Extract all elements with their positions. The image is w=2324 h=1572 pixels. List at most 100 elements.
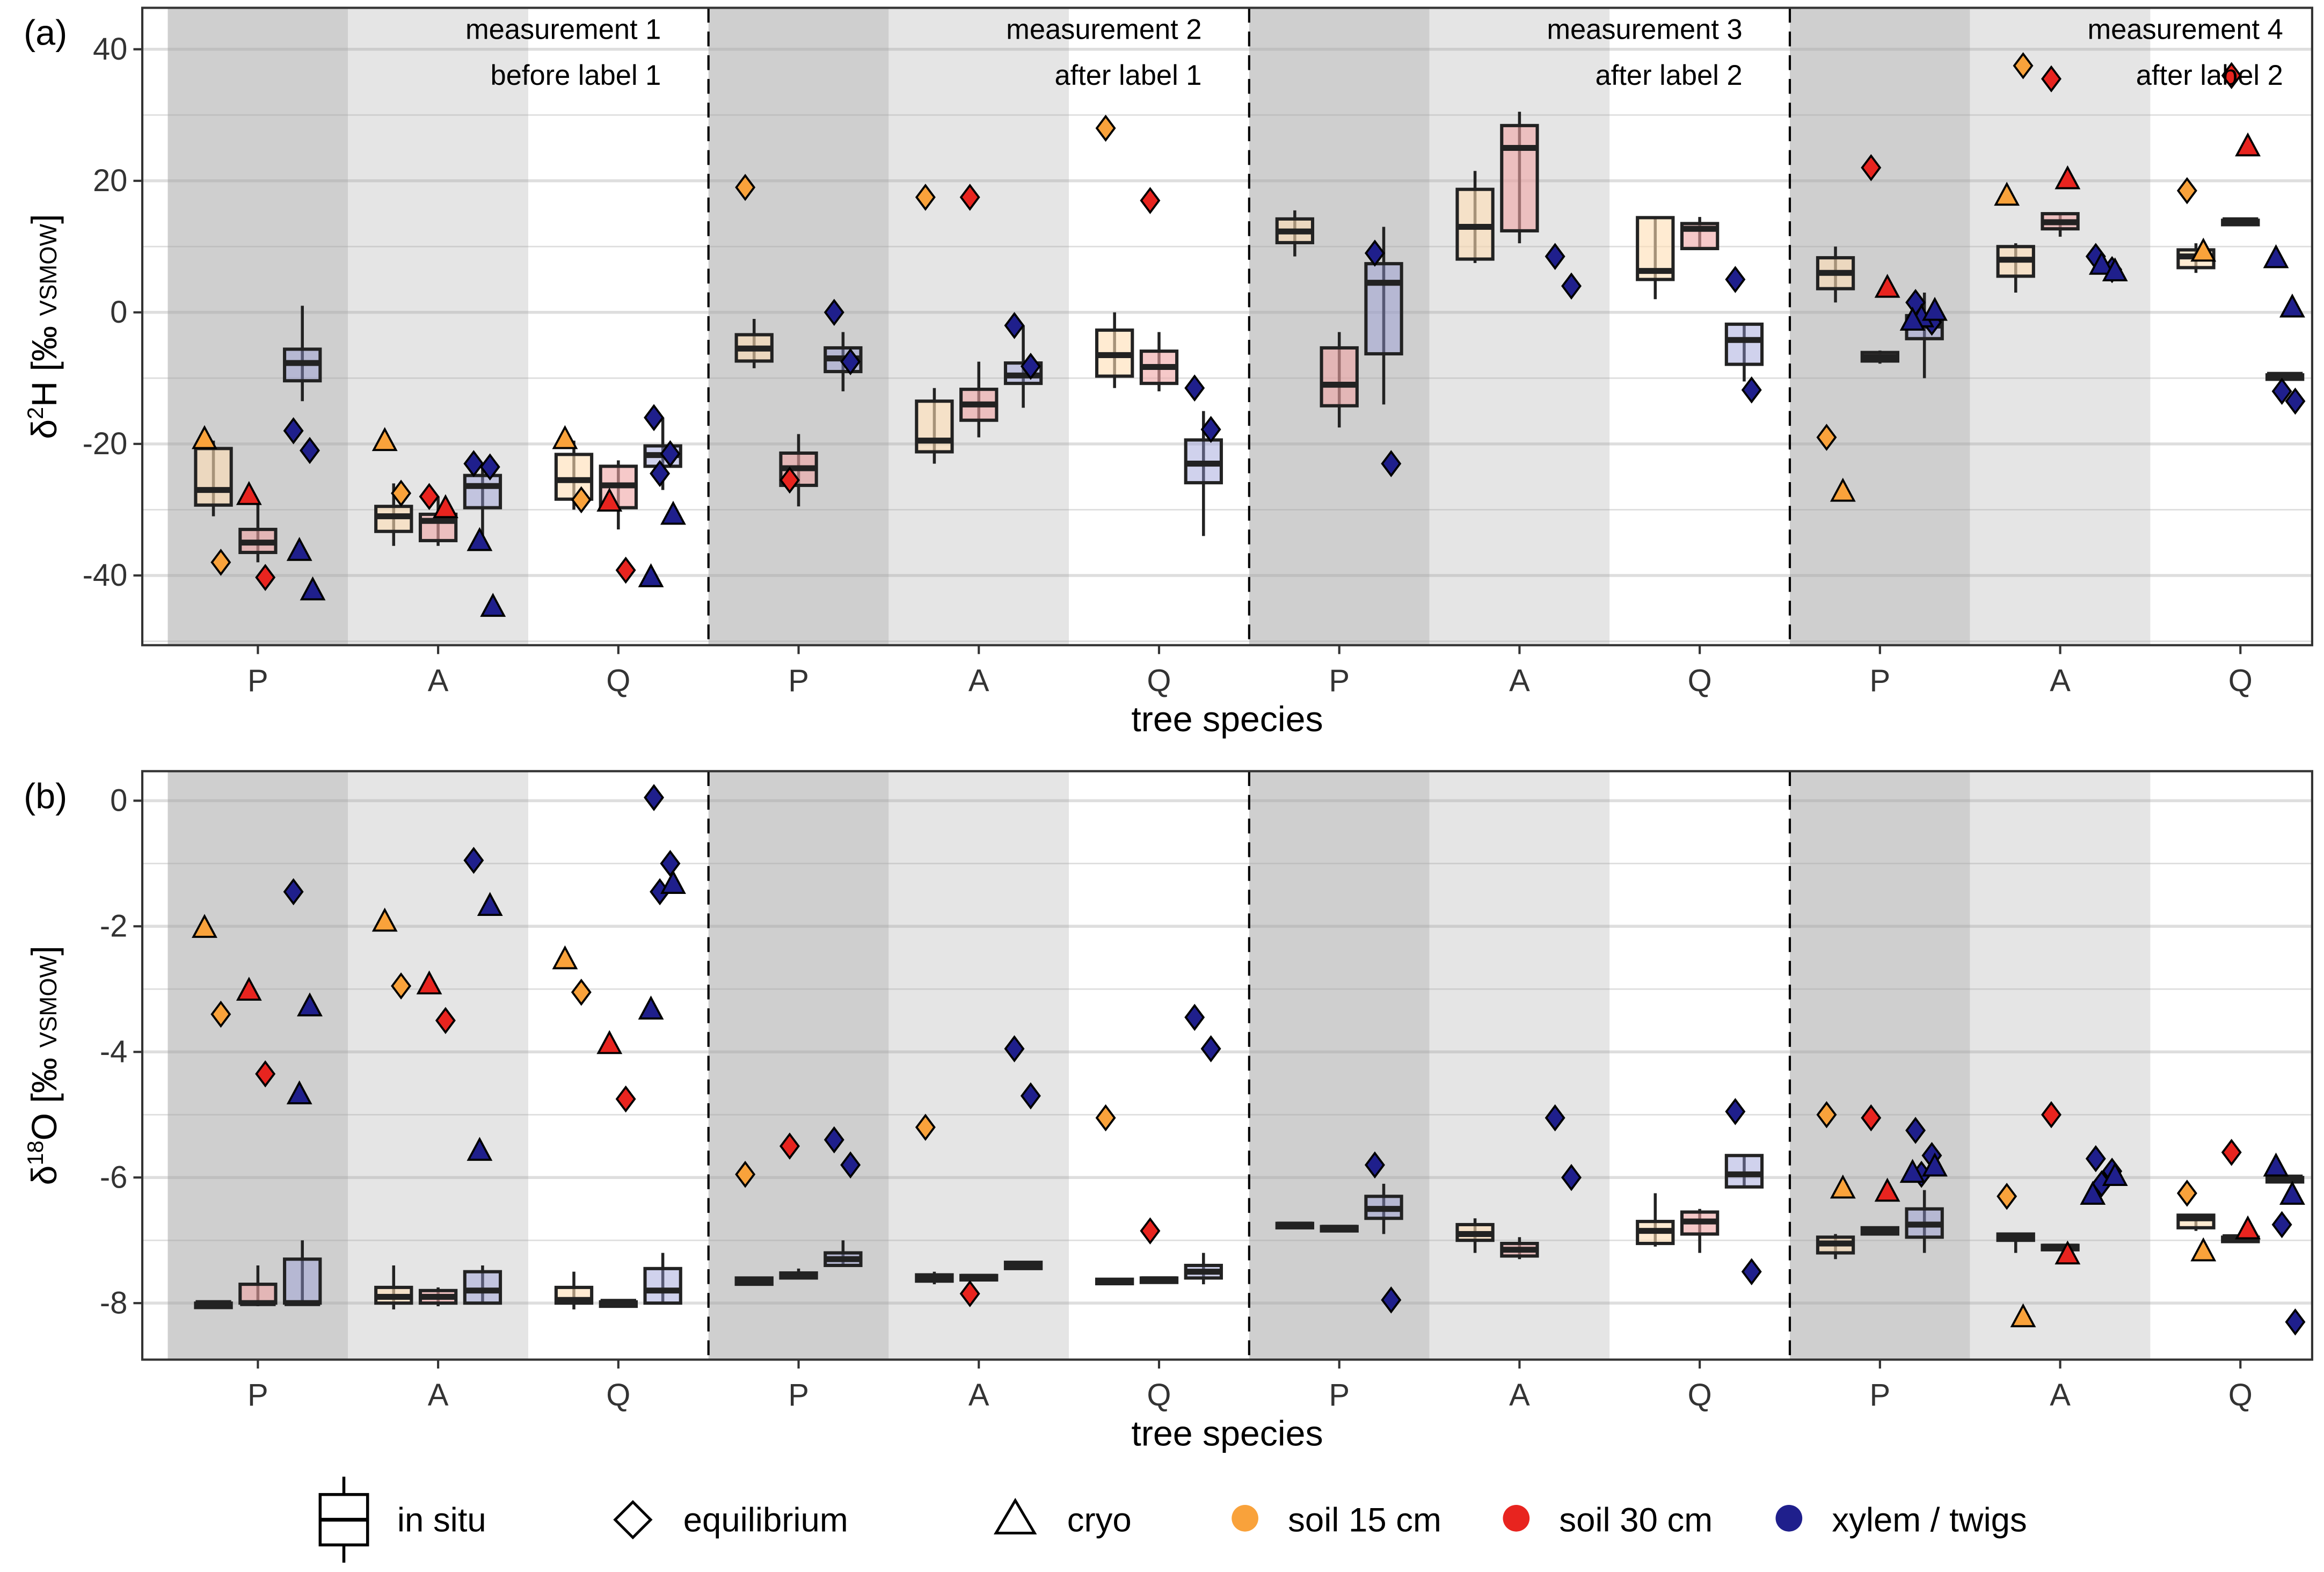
point-cryo-soil30 — [416, 970, 442, 995]
box-xylem — [283, 1257, 322, 1305]
point-cryo-xylem — [2263, 244, 2289, 268]
point-cryo-xylem — [638, 563, 664, 587]
y-title-part: O [ — [25, 1093, 64, 1140]
point-cryo-soil15 — [552, 425, 578, 449]
point-cryo-soil15 — [371, 427, 398, 452]
measurement-label: measurement 2 — [1006, 14, 1201, 46]
label-status: after label 1 — [1054, 60, 1201, 91]
point-cryo-soil15 — [1994, 181, 2020, 206]
point-cryo-xylem — [297, 992, 323, 1017]
point-equilibrium-xylem — [660, 850, 681, 877]
group-Q — [552, 784, 686, 1309]
group-P — [1275, 1151, 1403, 1314]
point-equilibrium-soil15 — [735, 1161, 756, 1188]
x-tick-label: A — [2050, 1378, 2071, 1413]
point-cryo-soil30 — [1874, 273, 1900, 298]
point-cryo-soil15 — [192, 425, 217, 449]
point-cryo-xylem — [300, 576, 326, 601]
point-equilibrium-soil30 — [255, 1060, 276, 1088]
point-cryo-soil15 — [1830, 477, 1856, 502]
group-P — [1275, 210, 1403, 477]
band-A — [348, 8, 528, 645]
point-equilibrium-xylem — [479, 453, 500, 481]
point-equilibrium-soil15 — [210, 1000, 231, 1028]
group-A — [371, 427, 506, 617]
point-cryo-soil15 — [1830, 1174, 1856, 1199]
point-equilibrium-xylem — [283, 417, 304, 445]
box-xylem — [1724, 322, 1764, 366]
point-cryo-xylem — [2080, 1181, 2106, 1205]
point-equilibrium-soil15 — [571, 486, 592, 514]
legend-label: soil 15 cm — [1288, 1502, 1441, 1539]
x-tick-label: P — [788, 1378, 809, 1413]
point-cryo-xylem — [286, 1080, 312, 1104]
point-equilibrium-soil15 — [1095, 114, 1116, 142]
point-cryo-xylem — [2088, 251, 2115, 275]
y-title-part: ] — [25, 945, 64, 955]
band-A — [888, 8, 1069, 645]
box-soil15 — [915, 399, 954, 454]
group-Q — [2176, 62, 2306, 415]
x-tick-label: A — [1509, 664, 1530, 698]
band-Q — [1069, 8, 1249, 645]
x-tick-label: Q — [1147, 664, 1171, 698]
point-cryo-soil30 — [2235, 132, 2261, 157]
point-equilibrium-soil30 — [435, 1007, 456, 1035]
point-equilibrium-soil15 — [2013, 52, 2034, 79]
group-P — [1816, 154, 1948, 502]
x-tick-label: P — [1329, 1378, 1350, 1413]
point-equilibrium-soil15 — [571, 978, 592, 1006]
plot-border — [141, 770, 2313, 1361]
box-soil15 — [554, 453, 594, 501]
point-equilibrium-xylem — [1741, 376, 1762, 404]
group-A — [915, 184, 1043, 464]
group-P — [1816, 1101, 1948, 1260]
point-equilibrium-soil30 — [615, 1085, 636, 1113]
y-title-part: VSMOW — [35, 224, 62, 316]
legend-label: cryo — [1067, 1502, 1132, 1539]
point-equilibrium-xylem — [1381, 1286, 1402, 1314]
y-tick-label: 40 — [93, 32, 127, 67]
point-equilibrium-xylem — [1004, 311, 1025, 339]
band-A — [1429, 8, 1610, 645]
label-status: after label 2 — [1596, 60, 1743, 91]
group-Q — [2176, 1139, 2306, 1336]
group-Q — [1095, 114, 1223, 536]
point-cryo-xylem — [660, 500, 686, 525]
x-tick-label: P — [788, 664, 809, 698]
point-equilibrium-xylem — [1561, 1163, 1582, 1191]
group-A — [371, 847, 503, 1309]
point-cryo-soil30 — [432, 494, 458, 519]
y-title-part: ‰ — [25, 1047, 64, 1093]
label-status: after label 2 — [2136, 60, 2283, 91]
point-cryo-xylem — [467, 527, 493, 551]
circle-icon — [1232, 1505, 1258, 1532]
point-cryo-soil30 — [596, 487, 623, 512]
point-cryo-xylem — [660, 870, 686, 894]
label-status: before label 1 — [491, 60, 661, 91]
box-xylem — [463, 474, 502, 510]
point-equilibrium-soil30 — [1140, 187, 1161, 214]
point-cryo-xylem — [286, 537, 312, 561]
legend-item-equilibrium: equilibrium — [613, 1500, 848, 1540]
band-Q — [1069, 771, 1249, 1360]
point-equilibrium-soil15 — [391, 479, 412, 507]
y-title-part: 18 — [23, 1141, 48, 1166]
x-tick-label: Q — [606, 1378, 630, 1413]
group-P — [192, 305, 326, 601]
plot-area: measurement 1 before label 1 measurement 2… — [142, 8, 2312, 645]
point-cryo-xylem — [1922, 296, 1948, 321]
point-equilibrium-xylem — [1184, 374, 1205, 402]
y-tick-label: -2 — [100, 909, 128, 944]
point-equilibrium-xylem — [1200, 1035, 1221, 1062]
band-P — [1789, 771, 1970, 1360]
y-tick-label: 0 — [110, 784, 127, 818]
point-cryo-xylem — [2279, 293, 2305, 318]
x-tick-label: Q — [606, 664, 630, 698]
y-tick-label: -4 — [100, 1035, 128, 1069]
x-tick-label: Q — [1688, 1378, 1712, 1413]
band-Q — [528, 771, 709, 1360]
point-equilibrium-xylem — [1364, 239, 1385, 267]
point-equilibrium-xylem — [1741, 1258, 1762, 1285]
